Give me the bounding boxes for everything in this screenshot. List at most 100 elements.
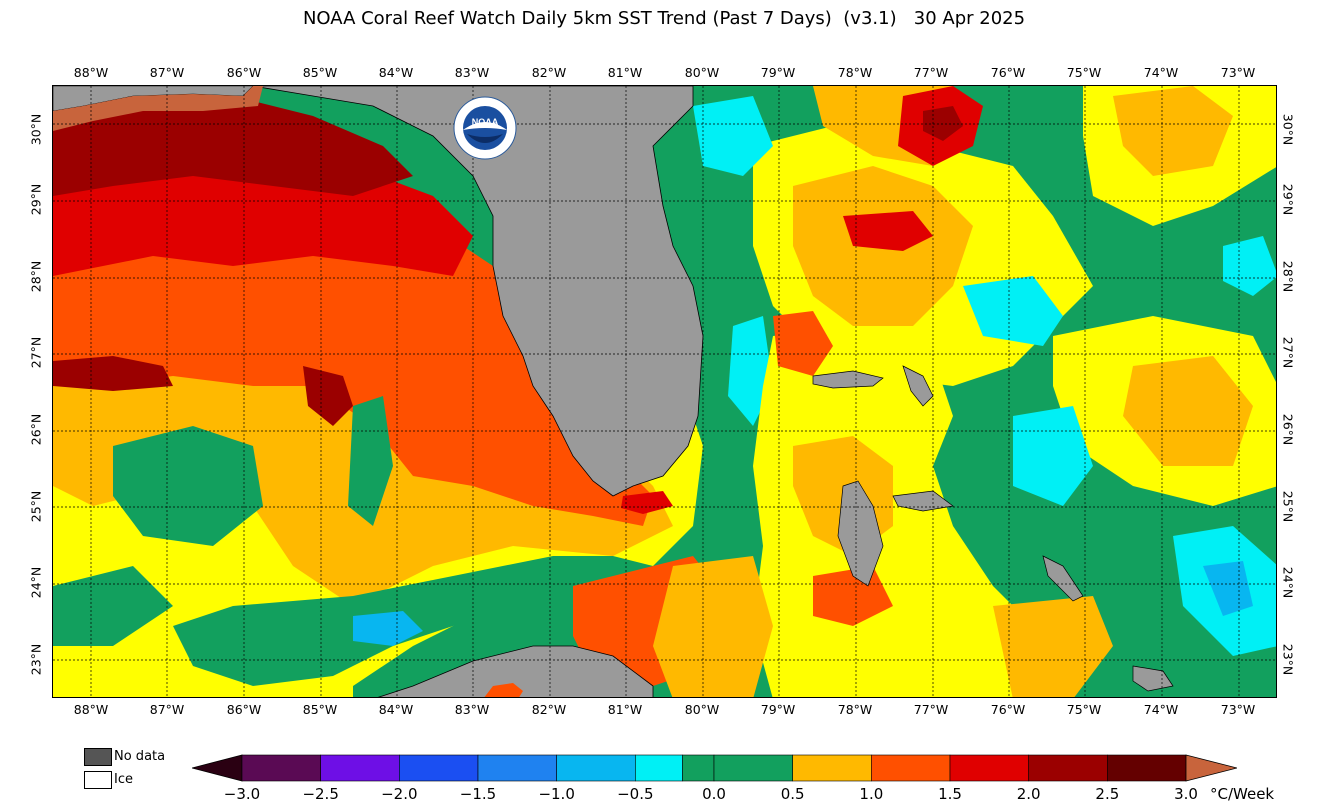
latitude-label-right: 28°N (1280, 260, 1296, 293)
longitude-label-top: 79°W (760, 65, 796, 80)
latitude-label-left: 29°N (28, 183, 44, 216)
colorbar-tick-label: −1.5 (459, 785, 497, 803)
gulf-darkred-blob-1 (53, 356, 173, 391)
atlantic-blue-patch (1203, 561, 1253, 616)
latitude-label-right: 25°N (1280, 490, 1296, 523)
longitude-label-bottom: 73°W (1220, 702, 1256, 717)
longitude-label-top: 77°W (913, 65, 949, 80)
atlantic-cyan-4 (693, 96, 773, 176)
colorbar-tick-label: 0.5 (780, 785, 805, 803)
latitude-label-right: 24°N (1280, 566, 1296, 599)
longitude-label-bottom: 84°W (378, 702, 414, 717)
colorbar-tick-label: 1.0 (859, 785, 884, 803)
latitude-label-left: 27°N (28, 336, 44, 369)
longitude-label-bottom: 86°W (226, 702, 262, 717)
colorbar-segment (241, 754, 321, 782)
longitude-label-top: 86°W (226, 65, 262, 80)
colorbar-segment (1028, 754, 1108, 782)
colorbar-tick-label: 0.0 (702, 785, 726, 803)
colorbar-segment (635, 754, 683, 782)
abaco-island (902, 365, 934, 407)
florida-land (252, 86, 704, 497)
colorbar-segment (1107, 754, 1187, 782)
eleuthera-island (892, 490, 954, 512)
bahamas-redorange-2 (813, 566, 893, 626)
colorbar-under-triangle (192, 754, 243, 782)
colorbar-tick-label: −3.0 (223, 785, 261, 803)
colorbar-segment (949, 754, 1029, 782)
longitude-label-bottom: 78°W (837, 702, 873, 717)
longitude-label-top: 87°W (149, 65, 185, 80)
longitude-label-bottom: 77°W (913, 702, 949, 717)
latitude-label-right: 23°N (1280, 643, 1296, 676)
atlantic-cyan-1 (963, 276, 1063, 346)
gulf-blue-patch (353, 611, 423, 646)
longitude-label-top: 81°W (607, 65, 643, 80)
longitude-label-bottom: 81°W (607, 702, 643, 717)
colorbar-tick-label: 2.0 (1016, 785, 1041, 803)
longitude-label-top: 78°W (837, 65, 873, 80)
gulf-green-patch-2 (53, 566, 173, 646)
longitude-label-top: 85°W (302, 65, 338, 80)
longitude-label-bottom: 87°W (149, 702, 185, 717)
longitude-label-top: 82°W (531, 65, 567, 80)
colorbar-tick-label: −2.5 (302, 785, 339, 803)
latitude-label-right: 27°N (1280, 336, 1296, 369)
longitude-label-bottom: 74°W (1143, 702, 1179, 717)
cuba-land (377, 645, 654, 697)
longitude-label-bottom: 88°W (73, 702, 109, 717)
latitude-label-right: 30°N (1280, 113, 1296, 146)
colorbar-tick-label: −0.5 (617, 785, 654, 803)
colorbar-segment (399, 754, 479, 782)
atlantic-orange-mid (1123, 356, 1253, 466)
latitude-label-right: 29°N (1280, 183, 1296, 216)
longitude-label-bottom: 85°W (302, 702, 338, 717)
atlantic-cyan-6 (1223, 236, 1276, 296)
colorbar-segment (871, 754, 951, 782)
latitude-label-left: 30°N (28, 113, 44, 146)
bahamas-orange-south (653, 556, 773, 697)
atlantic-orange-ne (1113, 86, 1233, 176)
colorbar-segment (320, 754, 400, 782)
latitude-label-right: 26°N (1280, 413, 1296, 446)
colorbar-tick-label: 2.5 (1095, 785, 1120, 803)
florida-bay-red (621, 491, 673, 514)
longitude-label-bottom: 83°W (454, 702, 490, 717)
longitude-label-top: 76°W (990, 65, 1026, 80)
sst-trend-map[interactable] (52, 85, 1277, 698)
ice-label: Ice (114, 772, 133, 787)
map-title: NOAA Coral Reef Watch Daily 5km SST Tren… (302, 8, 1026, 29)
longitude-label-bottom: 82°W (531, 702, 567, 717)
bahamas-redorange-1 (773, 311, 833, 376)
east-orange-south (993, 596, 1113, 697)
grand-bahama-island (812, 370, 884, 389)
longitude-label-top: 88°W (73, 65, 109, 80)
colorbar (192, 754, 1237, 782)
ice-swatch (84, 771, 112, 789)
colorbar-segment (792, 754, 872, 782)
no-data-label: No data (114, 749, 166, 764)
latitude-label-left: 25°N (28, 490, 44, 523)
longitude-label-bottom: 75°W (1066, 702, 1102, 717)
atlantic-red-blob (843, 211, 933, 251)
colorbar-segment (556, 754, 636, 782)
colorbar-tick-label: 3.0 (1174, 785, 1198, 803)
colorbar-segment (713, 754, 793, 782)
graticule (53, 86, 1276, 697)
noaa-logo: NOAA (453, 96, 517, 160)
longitude-label-bottom: 80°W (684, 702, 720, 717)
longitude-label-top: 80°W (684, 65, 720, 80)
latitude-label-left: 24°N (28, 566, 44, 599)
colorbar-tick-label: −1.0 (538, 785, 575, 803)
noaa-logo-text: NOAA (472, 117, 499, 127)
latitude-label-left: 23°N (28, 643, 44, 676)
longitude-label-top: 84°W (378, 65, 414, 80)
colorbar-segment (682, 754, 715, 782)
longitude-label-bottom: 79°W (760, 702, 796, 717)
colorbar-unit: °C/Week (1210, 785, 1275, 803)
latitude-label-left: 26°N (28, 413, 44, 446)
turks-islands (1132, 665, 1174, 692)
longitude-label-top: 75°W (1066, 65, 1102, 80)
longitude-label-top: 83°W (454, 65, 490, 80)
long-island-bahamas (1042, 555, 1084, 602)
